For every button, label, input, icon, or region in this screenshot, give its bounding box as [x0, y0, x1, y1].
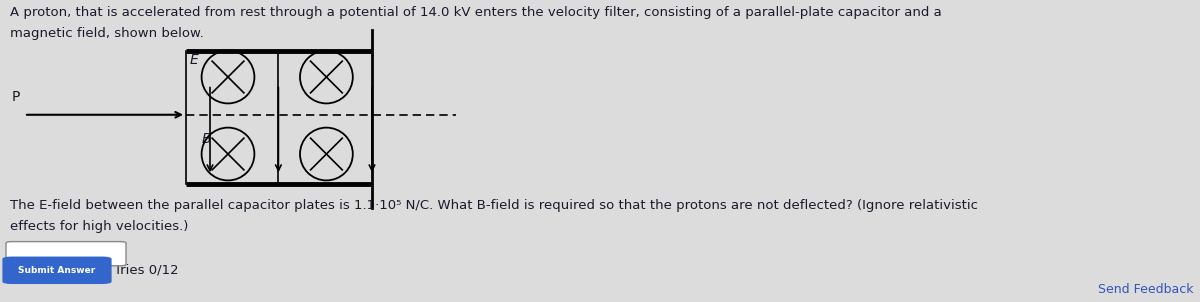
FancyBboxPatch shape — [2, 257, 112, 284]
Text: P: P — [12, 90, 20, 104]
Text: B: B — [202, 132, 211, 146]
Text: magnetic field, shown below.: magnetic field, shown below. — [10, 27, 203, 40]
Text: Submit Answer: Submit Answer — [18, 266, 96, 275]
Text: Send Feedback: Send Feedback — [1098, 283, 1194, 296]
Text: A proton, that is accelerated from rest through a potential of 14.0 kV enters th: A proton, that is accelerated from rest … — [10, 6, 941, 19]
FancyBboxPatch shape — [6, 242, 126, 266]
Text: E: E — [190, 53, 198, 67]
Text: effects for high velocities.): effects for high velocities.) — [10, 220, 188, 233]
Text: Tries 0/12: Tries 0/12 — [114, 264, 179, 277]
Text: The E-field between the parallel capacitor plates is 1.1·10⁵ N/C. What B-field i: The E-field between the parallel capacit… — [10, 199, 978, 212]
